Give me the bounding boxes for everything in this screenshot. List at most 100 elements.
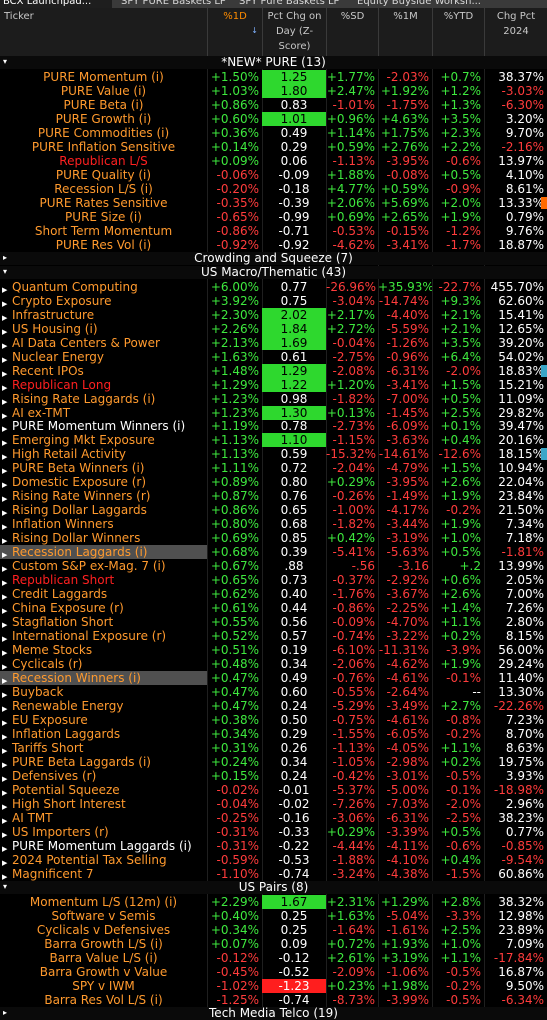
table-row[interactable]: PURE Inflation Sensitive +0.14% 0.29 +0.59%… — [0, 140, 547, 154]
table-row[interactable]: ▶ Infrastructure +2.30% 2.02 +2.17% -4.40% +2.… — [0, 307, 547, 322]
group-header[interactable]: ▸ Tech Media Telco (19) — [0, 1006, 547, 1020]
row-expand-icon[interactable]: ▶ — [2, 858, 8, 867]
ticker-name[interactable]: ▶ Custom S&P ex-Mag. 7 (i) — [0, 559, 207, 573]
ticker-name[interactable]: ▶ Rising Rate Winners (r) — [0, 489, 207, 503]
row-expand-icon[interactable]: ▶ — [2, 774, 8, 783]
column-header-1d[interactable]: %1D ↓ — [207, 8, 262, 56]
table-row[interactable]: PURE Momentum (i) +1.50% 1.25 +1.77% -2.03% +… — [0, 69, 547, 84]
column-header-1m[interactable]: %1M — [378, 8, 432, 56]
ticker-name[interactable]: ▶ Emerging Mkt Exposure — [0, 433, 207, 447]
row-expand-icon[interactable]: ▶ — [2, 481, 8, 490]
ticker-name[interactable]: ▶ AI Data Centers & Power — [0, 336, 207, 350]
row-expand-icon[interactable]: ▶ — [2, 733, 8, 742]
row-expand-icon[interactable]: ▶ — [2, 872, 8, 881]
ticker-name[interactable]: ▶ Meme Stocks — [0, 643, 207, 657]
group-header[interactable]: ▾ US Macro/Thematic (43) — [0, 265, 547, 279]
column-header-ytd[interactable]: %YTD — [432, 8, 484, 56]
table-row[interactable]: ▶ Recession Winners (i) +0.47% 0.49 -0.76% -4… — [0, 671, 547, 686]
ticker-name[interactable]: PURE Rates Sensitive — [0, 196, 207, 210]
ticker-name[interactable]: ▶ Inflation Laggards — [0, 727, 207, 741]
table-row[interactable]: Short Term Momentum -0.86% -0.71 -0.53% -0.1… — [0, 224, 547, 238]
row-expand-icon[interactable]: ▶ — [2, 621, 8, 630]
table-row[interactable]: ▶ AI ex-TMT +1.23% 1.30 +0.13% -1.45% +2.5% 29.… — [0, 405, 547, 420]
ticker-name[interactable]: ▶ Recession Winners (i) — [0, 671, 207, 686]
ticker-name[interactable]: ▶ Rising Rate Laggards (i) — [0, 392, 207, 406]
table-row[interactable]: PURE Growth (i) +0.60% 1.01 +0.96% +4.63% +3.… — [0, 111, 547, 126]
ticker-name[interactable]: ▶ Renewable Energy — [0, 699, 207, 713]
expand-caret-icon[interactable]: ▸ — [3, 252, 8, 262]
table-row[interactable]: PURE Quality (i) -0.06% -0.09 +1.88% -0.08% +… — [0, 168, 547, 182]
ticker-name[interactable]: Momentum L/S (12m) (i) — [0, 895, 207, 909]
table-row[interactable]: Recession L/S (i) -0.20% -0.18 +4.77% +0.59%… — [0, 182, 547, 196]
window-tab[interactable]: SPY Pure Baskets LP — [239, 0, 340, 7]
ticker-name[interactable]: PURE Momentum (i) — [0, 70, 207, 84]
row-expand-icon[interactable]: ▶ — [2, 327, 8, 336]
row-expand-icon[interactable]: ▶ — [2, 677, 8, 686]
window-tab[interactable]: SPY PURE Baskets LP — [121, 0, 226, 7]
row-expand-icon[interactable]: ▶ — [2, 551, 8, 560]
table-row[interactable]: ▶ Defensives (r) +0.15% 0.24 -0.42% -3.01% -0.… — [0, 769, 547, 783]
table-row[interactable]: ▶ Credit Laggards +0.62% 0.40 -1.76% -3.67% +2… — [0, 587, 547, 601]
row-expand-icon[interactable]: ▶ — [2, 705, 8, 714]
ticker-name[interactable]: ▶ Rising Dollar Laggards — [0, 503, 207, 517]
row-expand-icon[interactable]: ▶ — [2, 788, 8, 797]
table-row[interactable]: ▶ EU Exposure +0.38% 0.50 -0.75% -4.61% -0.8% 7… — [0, 713, 547, 727]
ticker-name[interactable]: Barra Value L/S (i) — [0, 951, 207, 965]
table-row[interactable]: ▶ Rising Rate Laggards (i) +1.23% 0.98 -1.82… — [0, 392, 547, 406]
ticker-name[interactable]: ▶ Buyback — [0, 685, 207, 699]
table-row[interactable]: PURE Commodities (i) +0.36% 0.49 +1.14% +1.7… — [0, 126, 547, 140]
group-header[interactable]: ▾ *NEW* PURE (13) — [0, 56, 547, 69]
table-row[interactable]: PURE Size (i) -0.65% -0.99 +0.69% +2.65% +1.9… — [0, 210, 547, 224]
table-row[interactable]: ▶ 2024 Potential Tax Selling -0.59% -0.53 -1… — [0, 853, 547, 867]
table-row[interactable]: SPY v IWM -1.02% -1.23 +0.23% +1.98% -0.2% 9.5… — [0, 978, 547, 993]
table-row[interactable]: ▶ Recession Laggards (i) +0.68% 0.39 -5.41% -… — [0, 545, 547, 560]
row-expand-icon[interactable]: ▶ — [2, 495, 8, 504]
table-row[interactable]: ▶ International Exposure (r) +0.52% 0.57 -0.… — [0, 629, 547, 643]
row-expand-icon[interactable]: ▶ — [2, 593, 8, 602]
table-row[interactable]: ▶ Custom S&P ex-Mag. 7 (i) +0.67% .88 -.56 -3… — [0, 559, 547, 573]
table-row[interactable]: ▶ US Housing (i) +2.26% 1.84 +2.72% -5.59% +2.… — [0, 321, 547, 336]
ticker-name[interactable]: PURE Commodities (i) — [0, 126, 207, 140]
collapse-caret-icon[interactable]: ▾ — [3, 881, 8, 891]
ticker-name[interactable]: ▶ Quantum Computing — [0, 280, 207, 294]
ticker-name[interactable]: PURE Growth (i) — [0, 112, 207, 126]
table-row[interactable]: ▶ Republican Long +1.29% 1.22 +1.20% -3.41% +1… — [0, 377, 547, 392]
row-expand-icon[interactable]: ▶ — [2, 844, 8, 853]
table-row[interactable]: PURE Value (i) +1.03% 1.80 +2.47% +1.92% +1.2… — [0, 83, 547, 98]
ticker-name[interactable]: ▶ Domestic Exposure (r) — [0, 475, 207, 489]
ticker-name[interactable]: ▶ Defensives (r) — [0, 769, 207, 783]
table-row[interactable]: ▶ Recent IPOs +1.48% 1.29 -2.08% -6.31% -2.0% 1… — [0, 363, 547, 378]
ticker-name[interactable]: ▶ Crypto Exposure — [0, 294, 207, 308]
table-row[interactable]: ▶ Inflation Laggards +0.34% 0.29 -1.55% -6.05… — [0, 727, 547, 741]
row-expand-icon[interactable]: ▶ — [2, 663, 8, 672]
ticker-name[interactable]: ▶ Cyclicals (r) — [0, 657, 207, 671]
ticker-name[interactable]: Barra Growth L/S (i) — [0, 937, 207, 951]
table-row[interactable]: ▶ Potential Squeeze -0.02% -0.01 -5.37% -5.00… — [0, 783, 547, 797]
ticker-name[interactable]: ▶ International Exposure (r) — [0, 629, 207, 643]
table-row[interactable]: Barra Growth L/S (i) +0.07% 0.09 +0.72% +1.9… — [0, 937, 547, 951]
row-expand-icon[interactable]: ▶ — [2, 579, 8, 588]
ticker-name[interactable]: Republican L/S — [0, 154, 207, 168]
row-expand-icon[interactable]: ▶ — [2, 425, 8, 434]
ticker-name[interactable]: Software v Semis — [0, 909, 207, 923]
table-row[interactable]: ▶ Meme Stocks +0.51% 0.19 -6.10% -11.31% -3.9%… — [0, 643, 547, 657]
table-row[interactable]: ▶ PURE Momentum Winners (i) +1.19% 0.78 -2.7… — [0, 419, 547, 433]
collapse-caret-icon[interactable]: ▾ — [3, 57, 8, 66]
row-expand-icon[interactable]: ▶ — [2, 355, 8, 364]
ticker-name[interactable]: PURE Quality (i) — [0, 168, 207, 182]
ticker-name[interactable]: ▶ Republican Long — [0, 378, 207, 392]
ticker-name[interactable]: ▶ AI TMT — [0, 811, 207, 825]
ticker-name[interactable]: ▶ PURE Momentum Laggards (i) — [0, 839, 207, 853]
group-header[interactable]: ▾ US Pairs (8) — [0, 880, 547, 894]
row-expand-icon[interactable]: ▶ — [2, 635, 8, 644]
table-row[interactable]: ▶ Rising Dollar Winners +0.69% 0.85 +0.42% -3… — [0, 531, 547, 545]
ticker-name[interactable]: ▶ Potential Squeeze — [0, 783, 207, 797]
table-row[interactable]: ▶ Rising Dollar Laggards +0.86% 0.65 -1.00% -… — [0, 503, 547, 517]
ticker-name[interactable]: Cyclicals v Defensives — [0, 923, 207, 937]
ticker-name[interactable]: ▶ High Retail Activity — [0, 447, 207, 461]
table-row[interactable]: Republican L/S +0.09% 0.06 -1.13% -3.95% -0.6… — [0, 154, 547, 168]
ticker-name[interactable]: ▶ Recession Laggards (i) — [0, 545, 207, 560]
ticker-name[interactable]: PURE Size (i) — [0, 210, 207, 224]
row-expand-icon[interactable]: ▶ — [2, 383, 8, 392]
collapse-caret-icon[interactable]: ▾ — [3, 266, 8, 276]
